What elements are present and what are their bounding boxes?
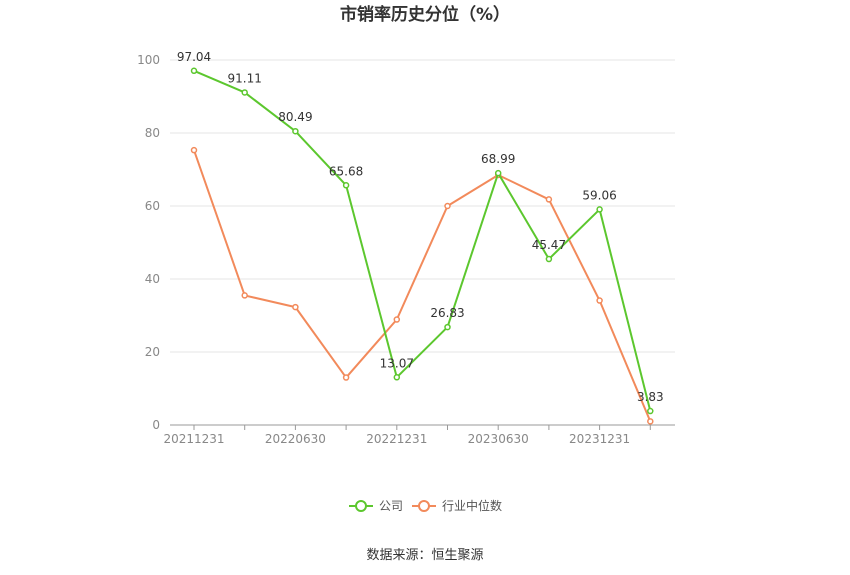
data-point bbox=[190, 67, 198, 75]
data-label: 65.68 bbox=[329, 164, 363, 178]
data-point bbox=[342, 374, 350, 381]
data-source: 数据来源：恒生聚源 bbox=[366, 548, 483, 563]
data-label: 80.49 bbox=[278, 110, 312, 124]
legend-item-industry-median[interactable]: 行业中位数 bbox=[412, 498, 502, 513]
series-line-company bbox=[193, 69, 652, 412]
legend[interactable]: 公司 行业中位数 bbox=[349, 498, 502, 513]
data-label: 26.83 bbox=[430, 306, 464, 320]
data-point bbox=[444, 323, 451, 331]
data-point bbox=[393, 374, 401, 381]
data-label: 68.99 bbox=[481, 152, 515, 166]
data-point bbox=[292, 303, 299, 311]
data-label: 59.06 bbox=[582, 188, 616, 202]
chart-title: 市销率历史分位（%） bbox=[340, 4, 510, 25]
y-tick-label: 0 bbox=[152, 418, 160, 432]
data-label: 3.83 bbox=[637, 390, 664, 404]
data-point bbox=[190, 146, 198, 154]
y-tick-label: 40 bbox=[145, 272, 160, 286]
data-label: 91.11 bbox=[228, 71, 262, 85]
data-label: 45.47 bbox=[532, 238, 566, 252]
data-point bbox=[647, 418, 654, 425]
legend-label: 行业中位数 bbox=[442, 498, 502, 513]
x-tick-label: 20230630 bbox=[468, 432, 529, 446]
legend-marker-icon bbox=[418, 500, 430, 512]
axes: 0 20 40 60 80 100 20211231 20220630 20221231 2023… bbox=[137, 53, 675, 446]
data-point bbox=[647, 407, 654, 415]
y-tick-label: 100 bbox=[137, 53, 160, 67]
data-point bbox=[241, 292, 248, 299]
x-tick-label: 20220630 bbox=[265, 432, 326, 446]
legend-marker-icon bbox=[355, 500, 367, 512]
x-tick-label: 20211231 bbox=[163, 432, 224, 446]
series-line-industry-median bbox=[193, 149, 652, 422]
legend-label: 公司 bbox=[379, 499, 403, 513]
data-point bbox=[241, 89, 248, 96]
data-point bbox=[292, 127, 299, 135]
data-point bbox=[545, 196, 553, 203]
data-point bbox=[342, 182, 350, 189]
series-layer bbox=[190, 67, 654, 425]
data-point bbox=[393, 316, 401, 323]
x-tick-label: 20221231 bbox=[366, 432, 427, 446]
data-point bbox=[494, 169, 502, 177]
data-labels: 97.04 91.11 80.49 65.68 13.07 26.83 68.99 45.47… bbox=[177, 50, 664, 404]
x-tick-label: 20231231 bbox=[569, 432, 630, 446]
legend-item-company[interactable]: 公司 bbox=[349, 499, 403, 513]
data-point bbox=[596, 206, 603, 213]
data-label: 97.04 bbox=[177, 50, 211, 64]
data-point bbox=[545, 255, 553, 263]
gridlines bbox=[170, 59, 675, 353]
y-tick-label: 20 bbox=[145, 345, 160, 359]
data-label: 13.07 bbox=[380, 356, 414, 370]
y-tick-label: 60 bbox=[145, 199, 160, 213]
y-tick-label: 80 bbox=[145, 126, 160, 140]
data-point bbox=[444, 202, 451, 210]
data-point bbox=[596, 297, 603, 304]
